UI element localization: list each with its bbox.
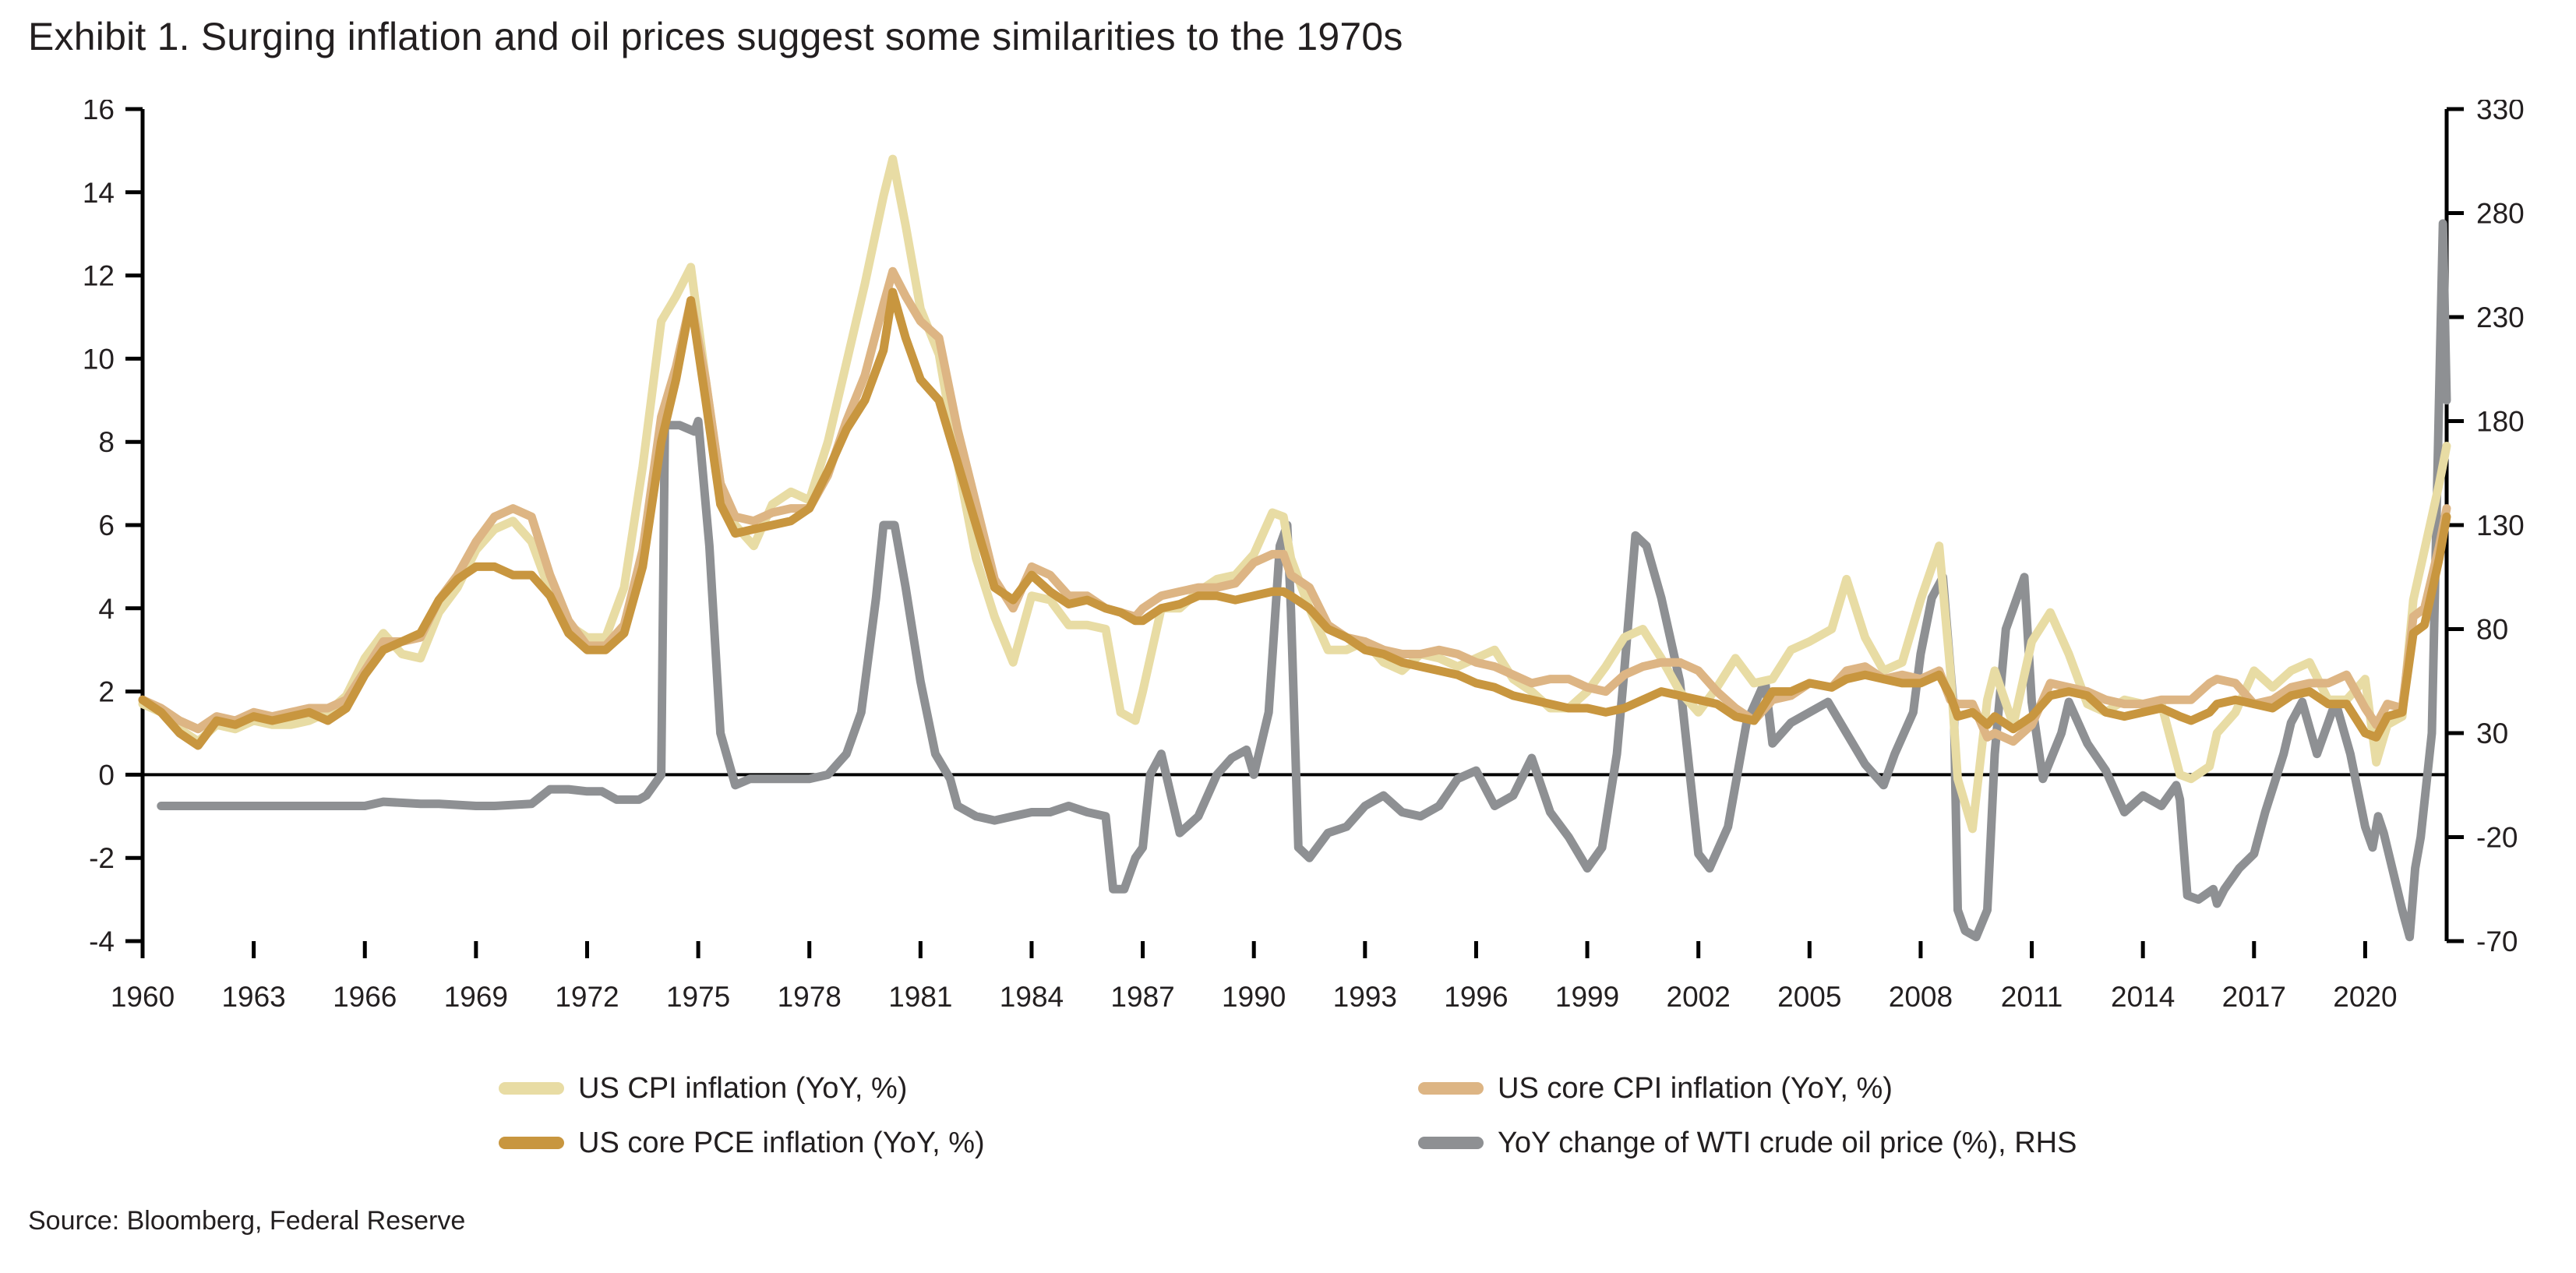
x-tick-label: 1984 [1000, 981, 1064, 1013]
x-tick-label: 2020 [2333, 981, 2397, 1013]
legend-item-wti-oil[interactable]: YoY change of WTI crude oil price (%), R… [1418, 1127, 2338, 1160]
y-tick-label-right: 130 [2476, 510, 2525, 541]
legend-label-cpi: US CPI inflation (YoY, %) [578, 1071, 908, 1105]
y-tick-label-left: 12 [83, 260, 115, 292]
x-tick-label: 2014 [2111, 981, 2175, 1013]
legend-swatch-cpi [499, 1082, 564, 1095]
tick-labels-group: -4-20246810121416-70-2030801301802302803… [83, 100, 2525, 1013]
chart-svg: -4-20246810121416-70-2030801301802302803… [83, 100, 2525, 1013]
legend-item-cpi[interactable]: US CPI inflation (YoY, %) [499, 1072, 1418, 1106]
page-title: Exhibit 1. Surging inflation and oil pri… [28, 15, 1403, 58]
y-tick-label-right: 180 [2476, 406, 2525, 438]
y-tick-label-left: 14 [83, 177, 115, 209]
y-tick-label-right: 280 [2476, 198, 2525, 230]
chart-plot-area: -4 -2 0 2 4 6 8 10 12 14 16 -70 -20 30 80 130 180 230 280 3… [0, 100, 2576, 1035]
x-tick-label: 1969 [444, 981, 508, 1013]
x-tick-label: 1966 [333, 981, 397, 1013]
legend-item-core-pce[interactable]: US core PCE inflation (YoY, %) [499, 1127, 1418, 1160]
y-tick-label-left: 4 [98, 593, 115, 625]
y-tick-label-right: 230 [2476, 302, 2525, 333]
y-tick-label-left: 16 [83, 100, 115, 125]
x-tick-label: 1999 [1555, 981, 1619, 1013]
x-tick-label: 1990 [1222, 981, 1286, 1013]
x-tick-label: 1993 [1333, 981, 1397, 1013]
chart-legend: US CPI inflation (YoY, %) US core CPI in… [499, 1061, 2077, 1170]
legend-label-wti-oil: YoY change of WTI crude oil price (%), R… [1498, 1126, 2077, 1159]
y-tick-label-right: 30 [2476, 718, 2508, 749]
legend-swatch-core-cpi [1418, 1082, 1484, 1095]
legend-item-core-cpi[interactable]: US core CPI inflation (YoY, %) [1418, 1072, 2338, 1106]
x-tick-label: 1987 [1110, 981, 1174, 1013]
x-tick-label: 2017 [2222, 981, 2286, 1013]
series-line [138, 287, 2451, 750]
legend-swatch-core-pce [499, 1137, 564, 1149]
y-tick-label-left: -2 [89, 842, 115, 874]
y-tick-label-right: -20 [2476, 822, 2518, 854]
y-tick-label-left: 6 [98, 510, 115, 541]
x-tick-label: 1972 [555, 981, 619, 1013]
series-line [138, 266, 2451, 746]
x-tick-label: 1996 [1444, 981, 1508, 1013]
legend-label-core-cpi: US core CPI inflation (YoY, %) [1498, 1071, 1893, 1105]
x-tick-label: 2008 [1889, 981, 1953, 1013]
legend-label-core-pce: US core PCE inflation (YoY, %) [578, 1126, 985, 1159]
legend-swatch-wti-oil [1418, 1137, 1484, 1149]
x-tick-label: 2002 [1667, 981, 1731, 1013]
source-note: Source: Bloomberg, Federal Reserve [28, 1206, 466, 1236]
y-tick-label-right: 80 [2476, 614, 2508, 646]
x-tick-label: 1978 [778, 981, 842, 1013]
x-tick-label: 1963 [221, 981, 285, 1013]
x-tick-label: 1960 [111, 981, 175, 1013]
y-tick-label-left: -4 [89, 926, 115, 957]
y-tick-label-left: 0 [98, 759, 115, 791]
x-tick-label: 2011 [2001, 981, 2063, 1013]
y-tick-label-right: -70 [2476, 926, 2518, 957]
y-tick-label-left: 10 [83, 343, 115, 375]
x-tick-label: 1981 [888, 981, 952, 1013]
x-tick-label: 1975 [666, 981, 730, 1013]
series-line [157, 219, 2451, 942]
series-group [138, 154, 2451, 942]
x-tick-label: 2005 [1777, 981, 1841, 1013]
y-tick-label-left: 2 [98, 676, 115, 708]
y-tick-label-right: 330 [2476, 100, 2525, 125]
y-tick-label-left: 8 [98, 426, 115, 458]
